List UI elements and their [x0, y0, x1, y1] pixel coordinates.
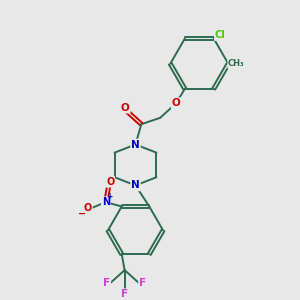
Text: O: O	[121, 103, 130, 113]
Text: +: +	[107, 192, 113, 201]
Text: O: O	[106, 177, 114, 187]
Text: F: F	[121, 289, 128, 299]
Text: −: −	[78, 209, 86, 219]
Text: Cl: Cl	[215, 30, 226, 40]
Text: O: O	[84, 203, 92, 213]
Text: O: O	[172, 98, 181, 108]
Text: N: N	[131, 140, 140, 149]
Text: N: N	[131, 180, 140, 190]
Text: N: N	[102, 197, 110, 207]
Text: F: F	[103, 278, 110, 288]
Text: F: F	[139, 278, 146, 288]
Text: CH₃: CH₃	[228, 59, 245, 68]
